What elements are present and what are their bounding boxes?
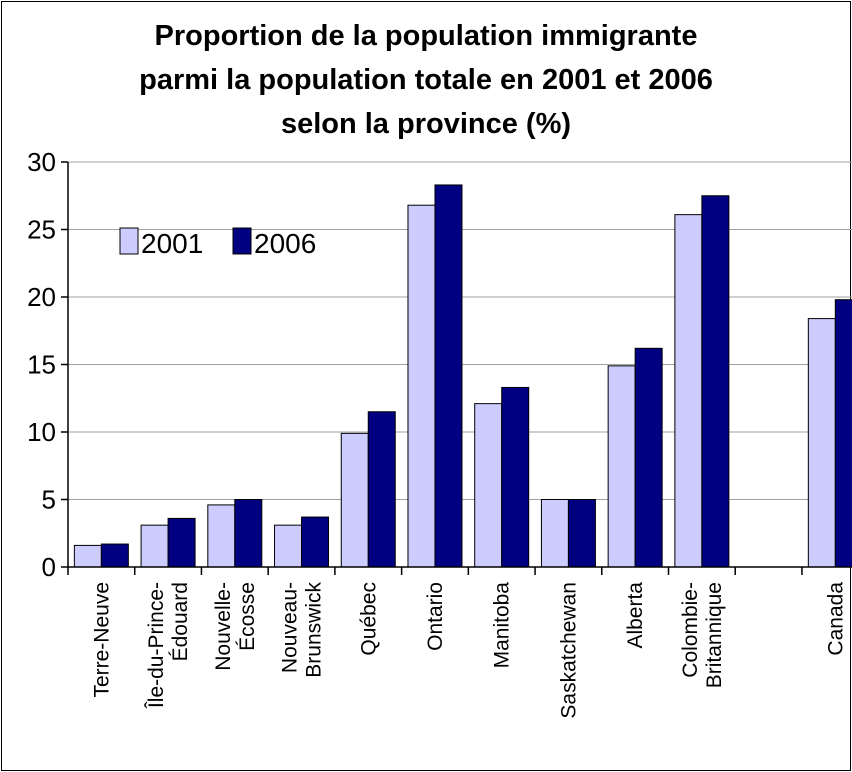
legend-swatch-2006 — [233, 228, 251, 254]
x-category-label: Ontario — [424, 582, 447, 651]
x-category-label: Alberta — [624, 582, 647, 649]
x-category-label: Canada — [824, 582, 847, 656]
bar-2006 — [835, 300, 852, 567]
bar-2001 — [275, 525, 302, 567]
y-tick-label: 0 — [42, 552, 56, 582]
x-category-label: Île-du-Prince- — [145, 582, 168, 709]
x-category-label: Québec — [357, 582, 380, 656]
y-tick-label: 15 — [27, 350, 56, 380]
bar-2006 — [702, 196, 729, 567]
bar-2001 — [341, 433, 368, 567]
y-tick-label: 5 — [42, 485, 56, 515]
y-tick-label: 20 — [27, 282, 56, 312]
x-category-label: Nouvelle- — [212, 582, 235, 671]
bar-2006 — [302, 517, 329, 567]
bar-2006 — [502, 387, 529, 567]
bar-2001 — [74, 545, 101, 567]
x-category-label: Saskatchewan — [557, 582, 580, 719]
bar-2001 — [675, 215, 702, 567]
legend-label-2006: 2006 — [254, 228, 316, 259]
x-category-label: Écosse — [236, 582, 259, 651]
bar-2001 — [208, 505, 235, 567]
bar-2006 — [168, 518, 195, 567]
bar-2006 — [635, 348, 662, 567]
bar-2006 — [368, 412, 395, 567]
bar-2001 — [541, 500, 568, 568]
bar-2001 — [141, 525, 168, 567]
x-category-label: Brunswick — [303, 582, 326, 678]
y-tick-label: 30 — [27, 147, 56, 177]
x-category-label: Britannique — [703, 582, 726, 688]
x-category-label: Colombie- — [679, 582, 702, 678]
bar-2001 — [408, 205, 435, 567]
bar-2006 — [568, 500, 595, 568]
bar-2001 — [475, 404, 502, 567]
x-category-label: Manitoba — [491, 582, 514, 669]
legend-swatch-2001 — [120, 228, 138, 254]
x-category-label: Édouard — [169, 582, 192, 661]
x-category-label: Terre-Neuve — [90, 582, 113, 698]
y-tick-label: 10 — [27, 417, 56, 447]
legend-label-2001: 2001 — [141, 228, 203, 259]
bar-2006 — [235, 500, 262, 568]
bar-2001 — [808, 319, 835, 567]
x-category-label: Nouveau- — [279, 582, 302, 673]
bar-2006 — [101, 544, 128, 567]
bar-2006 — [435, 185, 462, 567]
bar-2001 — [608, 366, 635, 567]
y-tick-label: 25 — [27, 215, 56, 245]
